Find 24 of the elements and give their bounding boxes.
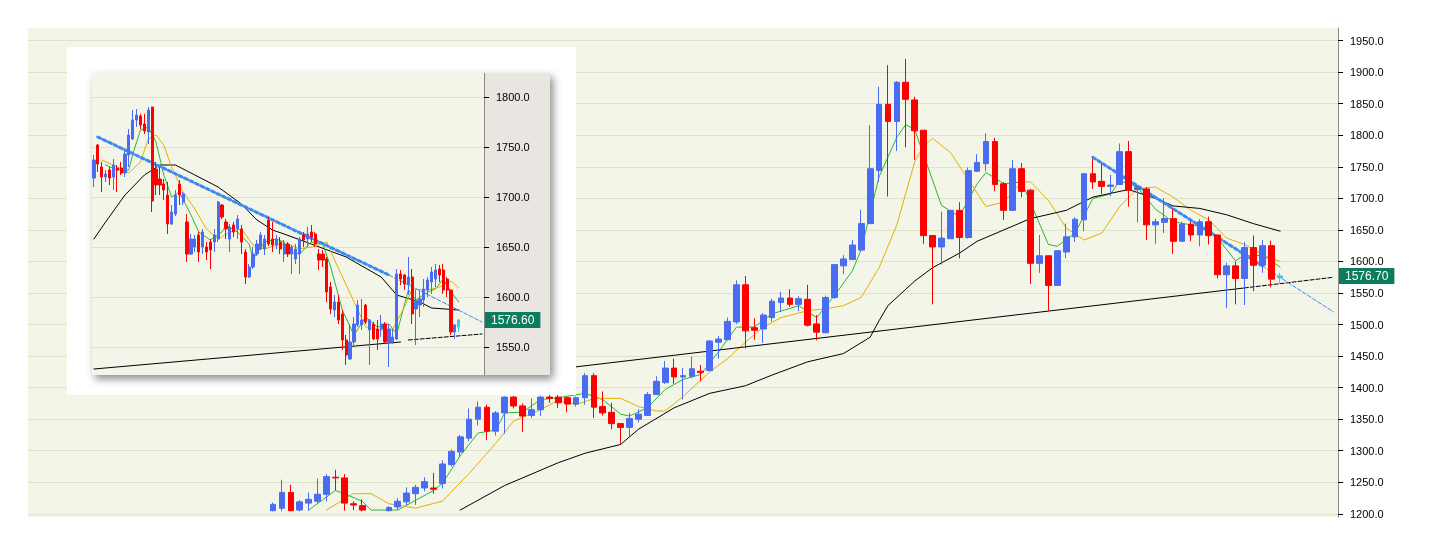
y-tick-label: 1450.0 — [1350, 350, 1384, 363]
annotation: 1576.60 — [491, 313, 535, 327]
y-tick-label: 1650.0 — [1350, 223, 1384, 236]
y-tick-label: 1750.0 — [496, 141, 530, 153]
y-tick-label: 1900.0 — [1350, 66, 1384, 79]
y-tick-label: 1750.0 — [1350, 160, 1384, 173]
y-tick-label: 1350.0 — [1350, 413, 1384, 426]
y-tick-label: 1800.0 — [496, 91, 530, 103]
y-tick-label: 1200.0 — [1350, 507, 1384, 520]
y-tick-label: 1250.0 — [1350, 476, 1384, 489]
y-tick-label: 1700.0 — [496, 191, 530, 203]
y-tick-label: 1650.0 — [496, 241, 530, 253]
y-tick-label: 1950.0 — [1350, 34, 1384, 47]
y-tick-label: 1500.0 — [1350, 318, 1384, 331]
y-tick-label: 1550.0 — [496, 341, 530, 353]
y-tick-label: 1700.0 — [1350, 192, 1384, 205]
text: 1576.70 — [1345, 268, 1389, 283]
y-tick-label: 1400.0 — [1350, 381, 1384, 394]
y-tick-label: 1550.0 — [1350, 287, 1384, 300]
y-tick-label: 1600.0 — [1350, 255, 1384, 268]
y-tick-label: 1600.0 — [496, 291, 530, 303]
y-tick-label: 1300.0 — [1350, 444, 1384, 457]
y-tick-label: 1850.0 — [1350, 97, 1384, 110]
y-tick-label: 1800.0 — [1350, 129, 1384, 142]
